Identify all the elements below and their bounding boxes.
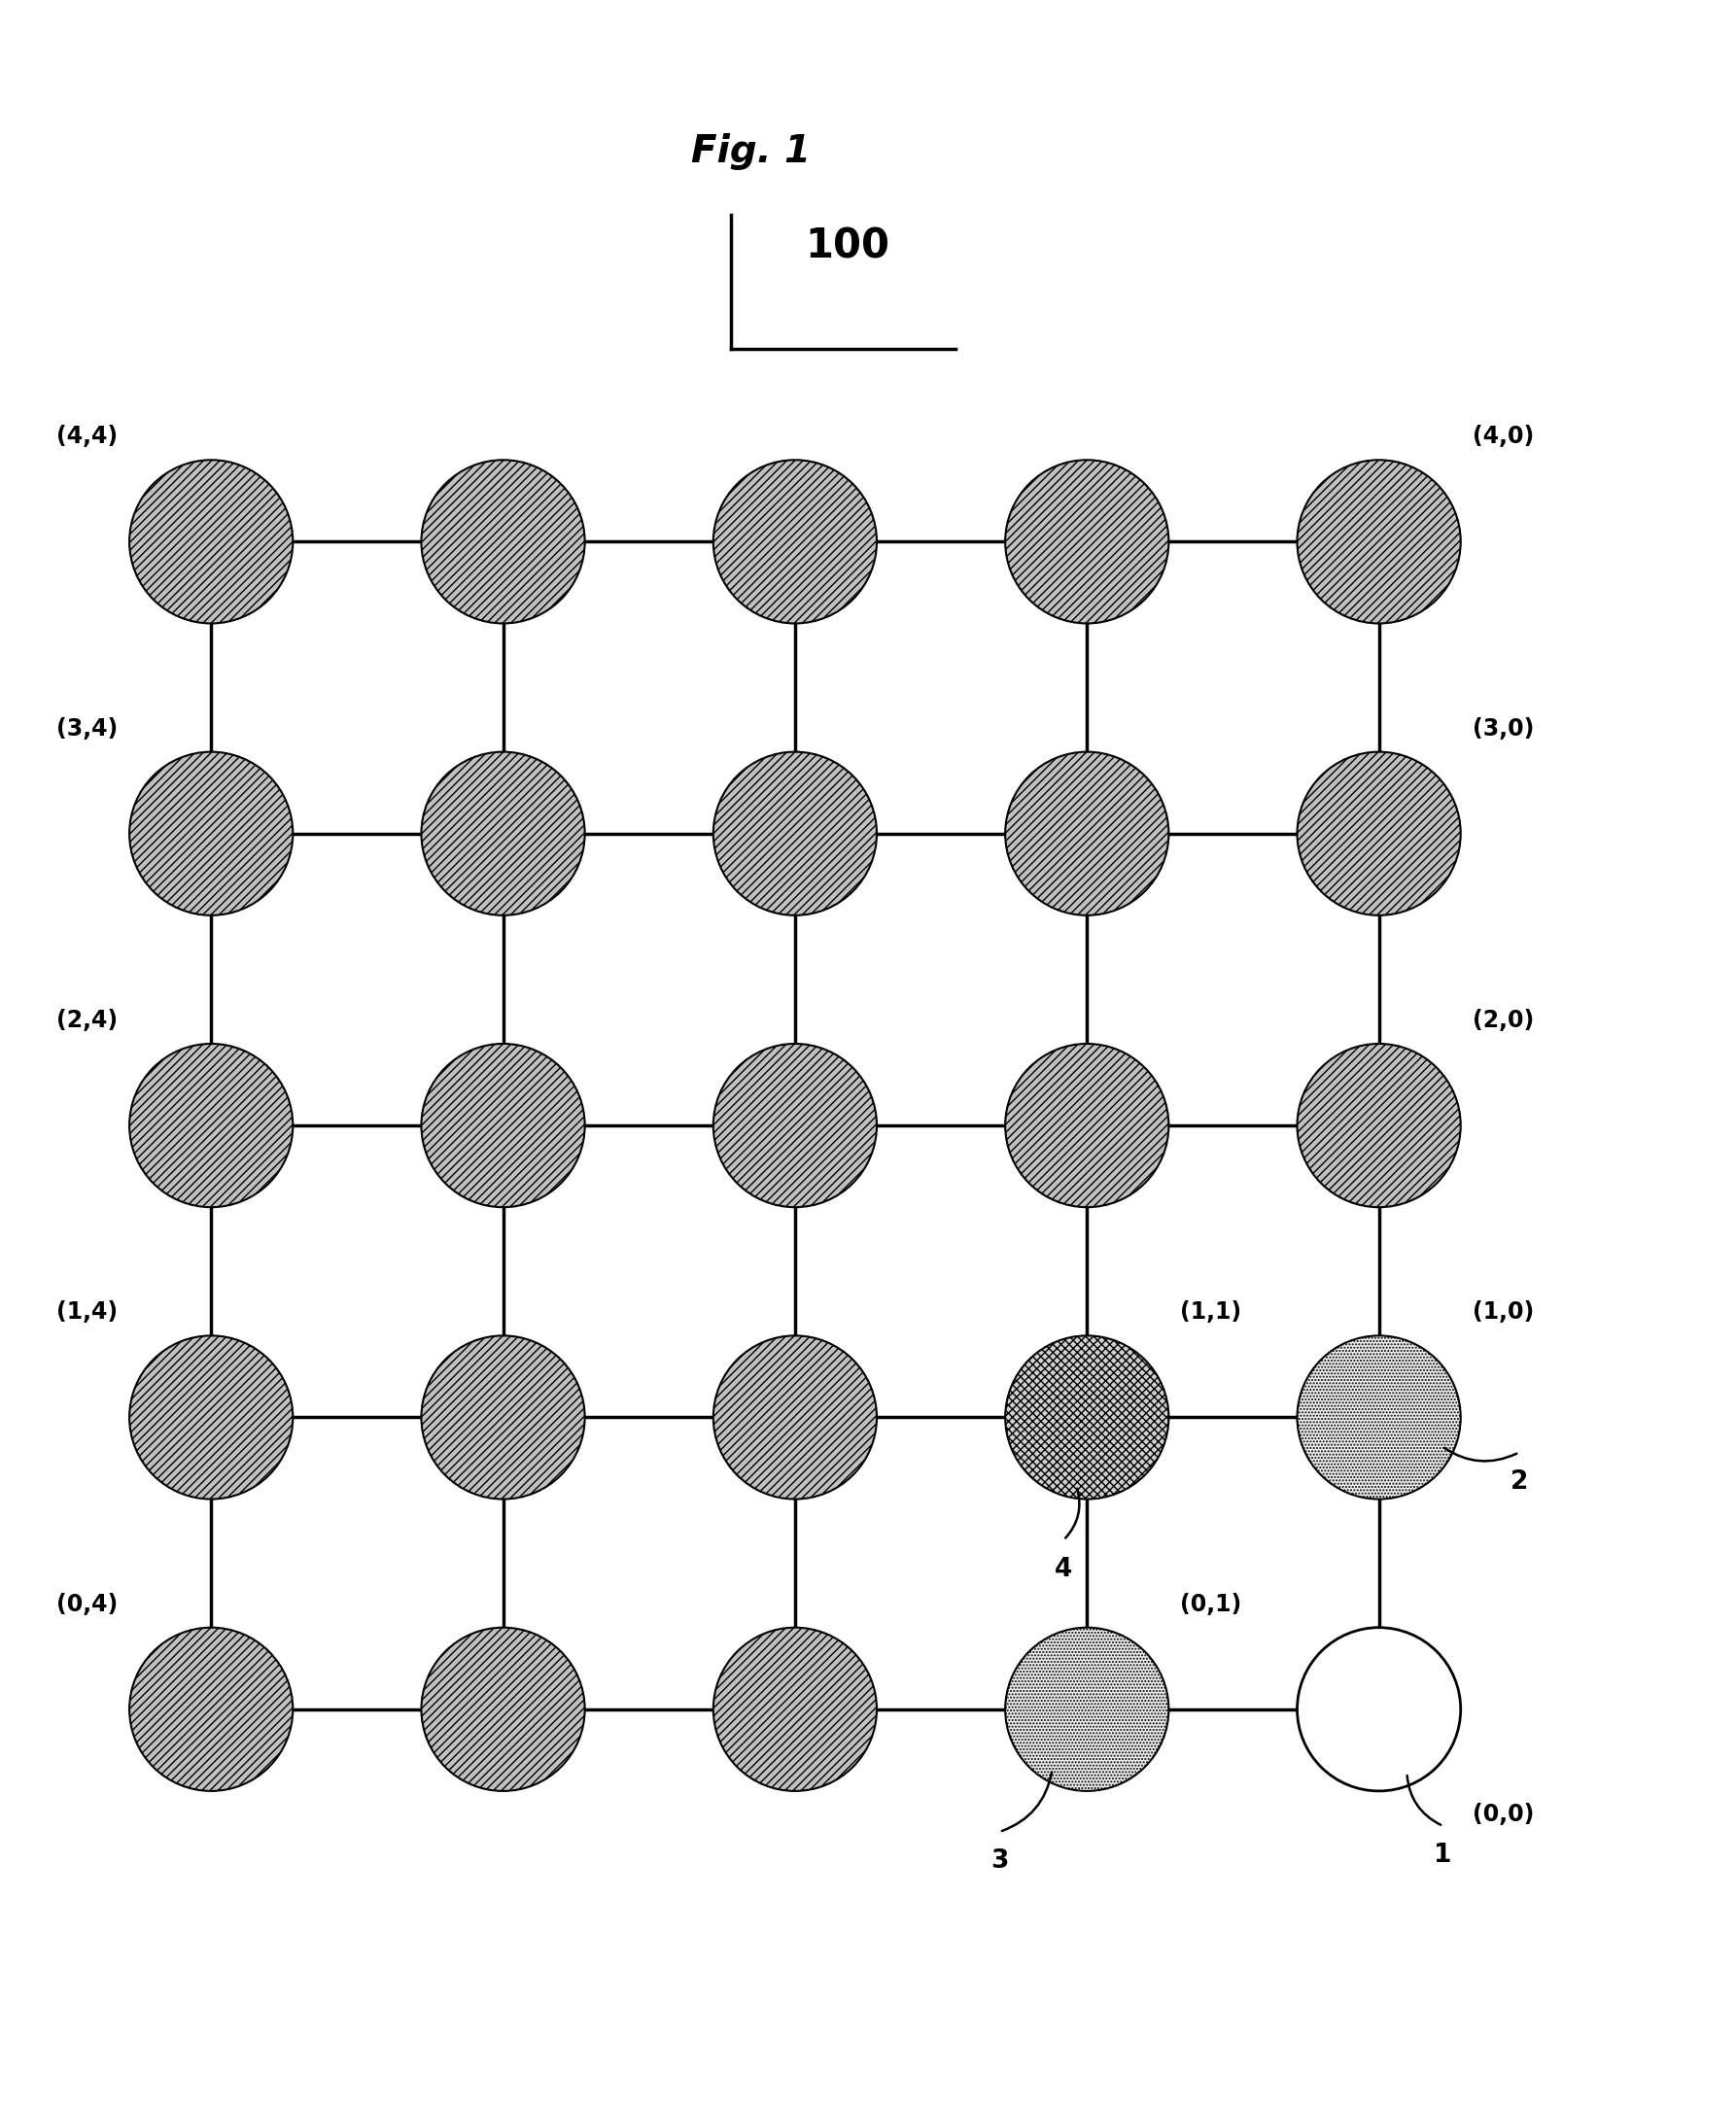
Circle shape: [130, 751, 293, 916]
Text: (3,0): (3,0): [1472, 718, 1535, 741]
Text: (2,0): (2,0): [1472, 1008, 1535, 1031]
Text: Fig. 1: Fig. 1: [691, 133, 811, 171]
Text: (3,4): (3,4): [56, 718, 118, 741]
Circle shape: [1005, 461, 1168, 623]
Text: (0,4): (0,4): [56, 1593, 118, 1617]
Text: (4,4): (4,4): [56, 425, 118, 448]
Circle shape: [422, 751, 585, 916]
Text: (1,1): (1,1): [1180, 1301, 1241, 1324]
Circle shape: [713, 1627, 877, 1791]
Text: 1: 1: [1434, 1842, 1451, 1867]
Circle shape: [130, 1627, 293, 1791]
Text: (0,1): (0,1): [1180, 1593, 1241, 1617]
Text: (4,0): (4,0): [1472, 425, 1535, 448]
Text: 3: 3: [991, 1848, 1009, 1873]
Circle shape: [1297, 1337, 1460, 1499]
Text: 4: 4: [1055, 1556, 1073, 1581]
Text: (2,4): (2,4): [56, 1008, 118, 1031]
Text: (0,0): (0,0): [1472, 1802, 1535, 1825]
Circle shape: [713, 461, 877, 623]
Circle shape: [1297, 1044, 1460, 1206]
Circle shape: [1005, 1044, 1168, 1206]
Circle shape: [1297, 461, 1460, 623]
Circle shape: [713, 751, 877, 916]
Circle shape: [130, 1337, 293, 1499]
Circle shape: [713, 1044, 877, 1206]
Circle shape: [1005, 1627, 1168, 1791]
Circle shape: [422, 461, 585, 623]
Text: (1,0): (1,0): [1472, 1301, 1535, 1324]
Circle shape: [713, 1337, 877, 1499]
Circle shape: [1297, 1627, 1460, 1791]
Text: 2: 2: [1510, 1469, 1528, 1495]
Circle shape: [422, 1044, 585, 1206]
Circle shape: [130, 461, 293, 623]
Circle shape: [130, 1044, 293, 1206]
Circle shape: [422, 1337, 585, 1499]
Circle shape: [1005, 751, 1168, 916]
Circle shape: [422, 1627, 585, 1791]
Circle shape: [1005, 1337, 1168, 1499]
Circle shape: [1297, 751, 1460, 916]
Text: (1,4): (1,4): [56, 1301, 118, 1324]
Text: 100: 100: [806, 227, 891, 267]
